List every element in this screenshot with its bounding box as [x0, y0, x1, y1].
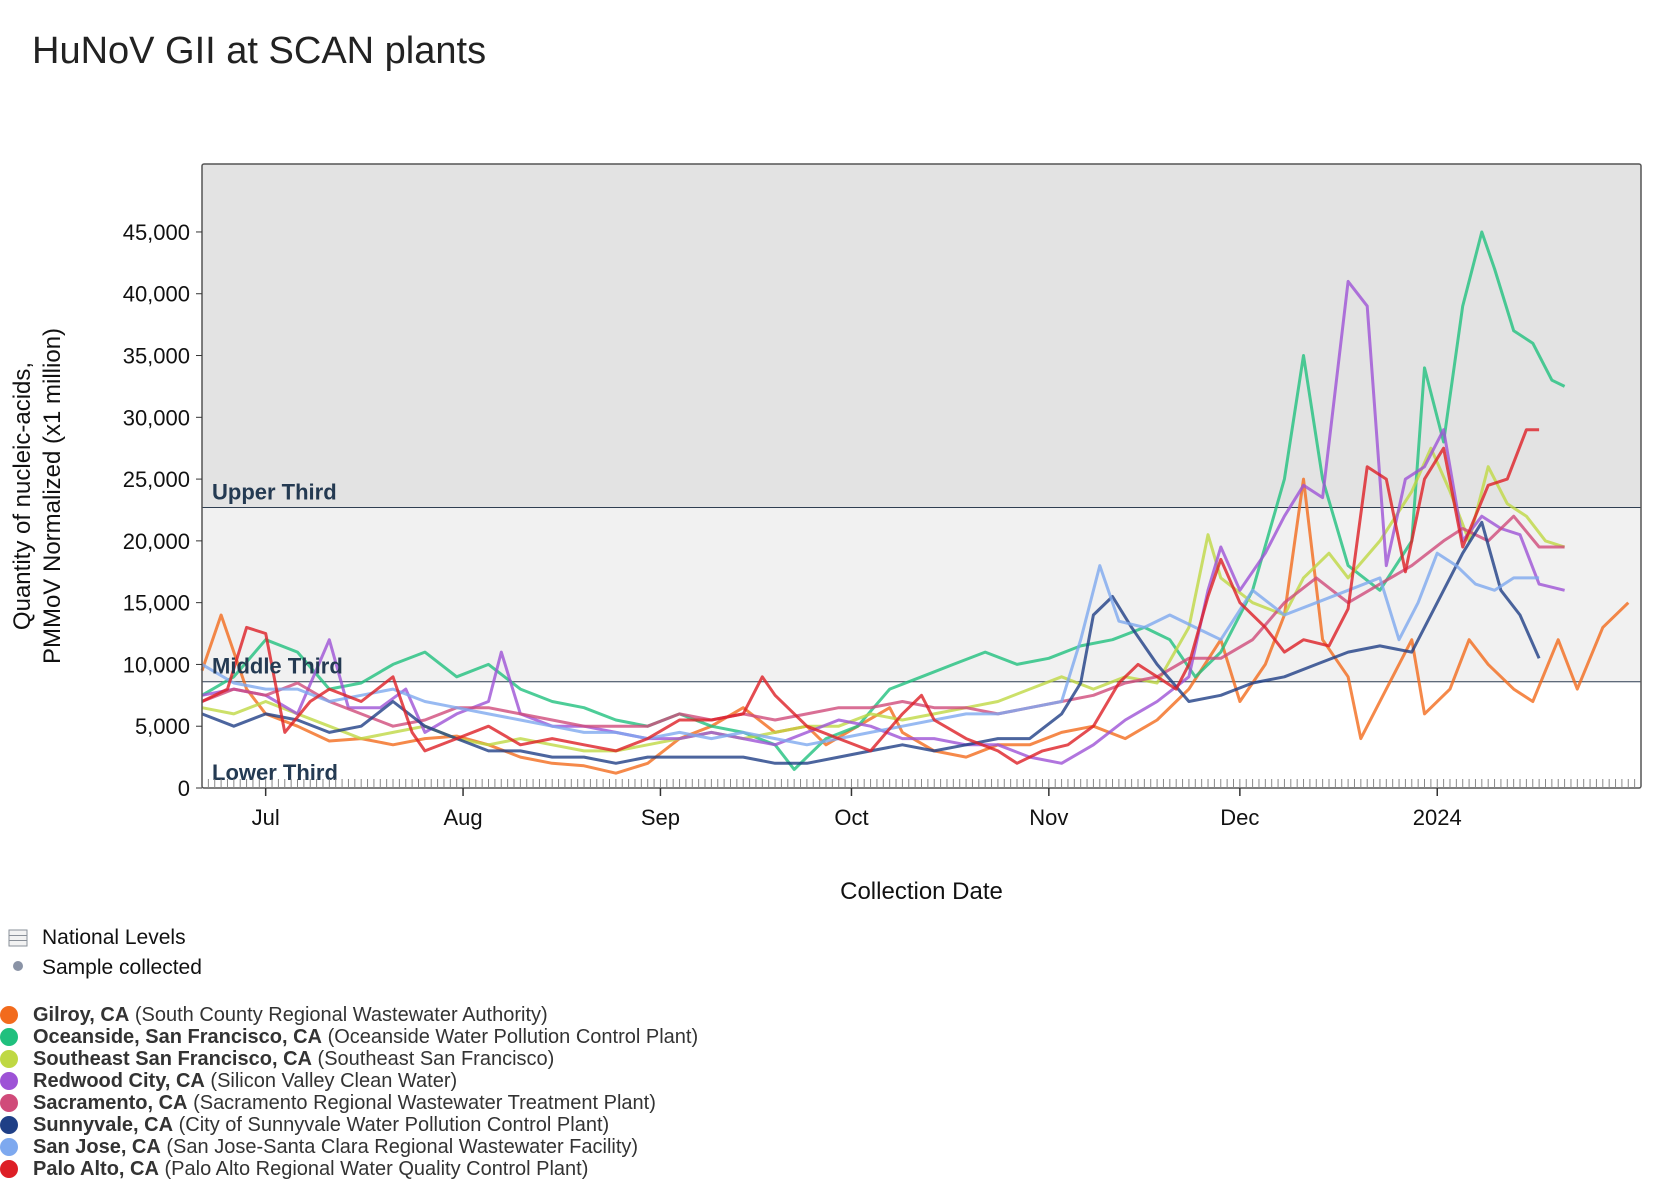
series-line-palo-alto-ca	[201, 428, 1540, 765]
legend-dot-sacramento	[0, 1094, 18, 1112]
legend-item-san-jose[interactable]: San Jose, CA (San Jose-Santa Clara Regio…	[0, 1136, 698, 1158]
legend-item-southeast-sf[interactable]: Southeast San Francisco, CA (Southeast S…	[0, 1048, 698, 1070]
legend-desc: (Southeast San Francisco)	[317, 1048, 555, 1070]
legend-dot-gilroy	[0, 1006, 18, 1024]
legend-desc: (Silicon Valley Clean Water)	[210, 1070, 458, 1092]
legend-desc: (South County Regional Wastewater Author…	[134, 1004, 548, 1026]
y-tick-label: 10,000	[123, 652, 190, 677]
x-tick-label: Dec	[1220, 805, 1259, 830]
legend-item-oceanside[interactable]: Oceanside, San Francisco, CA (Oceanside …	[0, 1026, 698, 1048]
band-label-lower-third: Lower Third	[212, 760, 338, 785]
series-line-sacramento-ca	[201, 514, 1565, 728]
x-axis-label: Collection Date	[840, 878, 1003, 905]
y-tick-label: 45,000	[123, 220, 190, 245]
y-tick-label: 0	[178, 776, 190, 801]
legend-desc: (Oceanside Water Pollution Control Plant…	[327, 1026, 699, 1048]
band-middle-third	[202, 507, 1641, 682]
series-line-oceanside-san-francisco-ca	[201, 230, 1566, 771]
legend-item-redwood-city[interactable]: Redwood City, CA (Silicon Valley Clean W…	[0, 1070, 698, 1092]
legend-dot-san-jose	[0, 1138, 18, 1156]
legend-name: San Jose, CA	[33, 1136, 161, 1158]
y-tick-label: 40,000	[123, 282, 190, 307]
legend-name: Southeast San Francisco, CA	[33, 1048, 312, 1070]
legend-name: Sacramento, CA	[33, 1092, 188, 1114]
series-legend: Gilroy, CA (South County Regional Wastew…	[0, 1004, 698, 1180]
legend-desc: (Sacramento Regional Wastewater Treatmen…	[193, 1092, 656, 1114]
national-levels-icon	[8, 929, 28, 947]
legend-desc: (City of Sunnyvale Water Pollution Contr…	[178, 1114, 610, 1136]
band-lower-third	[202, 681, 1641, 788]
legend-item-sacramento[interactable]: Sacramento, CA (Sacramento Regional Wast…	[0, 1092, 698, 1114]
x-tick-label: Sep	[641, 805, 680, 830]
legend-dot-palo-alto	[0, 1160, 18, 1178]
legend-name: Gilroy, CA	[33, 1004, 130, 1026]
sample-dot-icon	[13, 961, 23, 972]
x-tick-label: 2024	[1413, 805, 1462, 830]
y-tick-label: 5,000	[135, 714, 190, 739]
y-tick-label: 35,000	[123, 344, 190, 369]
legend-item-sunnyvale[interactable]: Sunnyvale, CA (City of Sunnyvale Water P…	[0, 1114, 698, 1136]
legend-dot-southeast-sf	[0, 1050, 18, 1068]
legend-name: Sunnyvale, CA	[33, 1114, 174, 1136]
y-tick-label: 30,000	[123, 405, 190, 430]
band-upper-third	[202, 164, 1641, 508]
legend-sample-collected[interactable]: Sample collected	[8, 956, 202, 980]
legend-desc: (Palo Alto Regional Water Quality Contro…	[164, 1158, 589, 1180]
legend-name: Palo Alto, CA	[33, 1158, 159, 1180]
chart-plot: Lower Third Middle Third Upper Third 0 5,000…	[9, 163, 1642, 905]
legend-dot-oceanside	[0, 1028, 18, 1046]
x-tick-label: Jul	[252, 805, 280, 830]
series-line-sunnyvale-ca	[201, 520, 1541, 765]
legend-dot-sunnyvale	[0, 1116, 18, 1134]
legend-desc: (San Jose-Santa Clara Regional Wastewate…	[166, 1136, 639, 1158]
x-tick-label: Aug	[443, 805, 482, 830]
x-tick-label: Nov	[1029, 805, 1068, 830]
y-tick-label: 25,000	[123, 467, 190, 492]
x-tick-label: Oct	[834, 805, 868, 830]
legend-name: Oceanside, San Francisco, CA	[33, 1026, 322, 1048]
legend-dot-redwood-city	[0, 1072, 18, 1090]
band-label-upper-third: Upper Third	[212, 480, 337, 505]
series-line-san-jose-ca	[201, 551, 1540, 747]
legend-item-gilroy[interactable]: Gilroy, CA (South County Regional Wastew…	[0, 1004, 698, 1026]
legend-sample-collected-label: Sample collected	[42, 956, 202, 979]
chart-title: HuNoV GII at SCAN plants	[32, 30, 487, 72]
legend-national-levels[interactable]: National Levels	[8, 926, 186, 950]
y-tick-label: 20,000	[123, 529, 190, 554]
band-label-middle-third: Middle Third	[212, 654, 343, 679]
y-axis-label: PMMoV Normalized (x1 million)	[39, 328, 66, 664]
legend-name: Redwood City, CA	[33, 1070, 205, 1092]
y-tick-label: 15,000	[123, 591, 190, 616]
legend-item-palo-alto[interactable]: Palo Alto, CA (Palo Alto Regional Water …	[0, 1158, 698, 1180]
y-axis-label: Quantity of nucleic-acids,	[9, 362, 36, 630]
legend-national-levels-label: National Levels	[42, 926, 186, 949]
